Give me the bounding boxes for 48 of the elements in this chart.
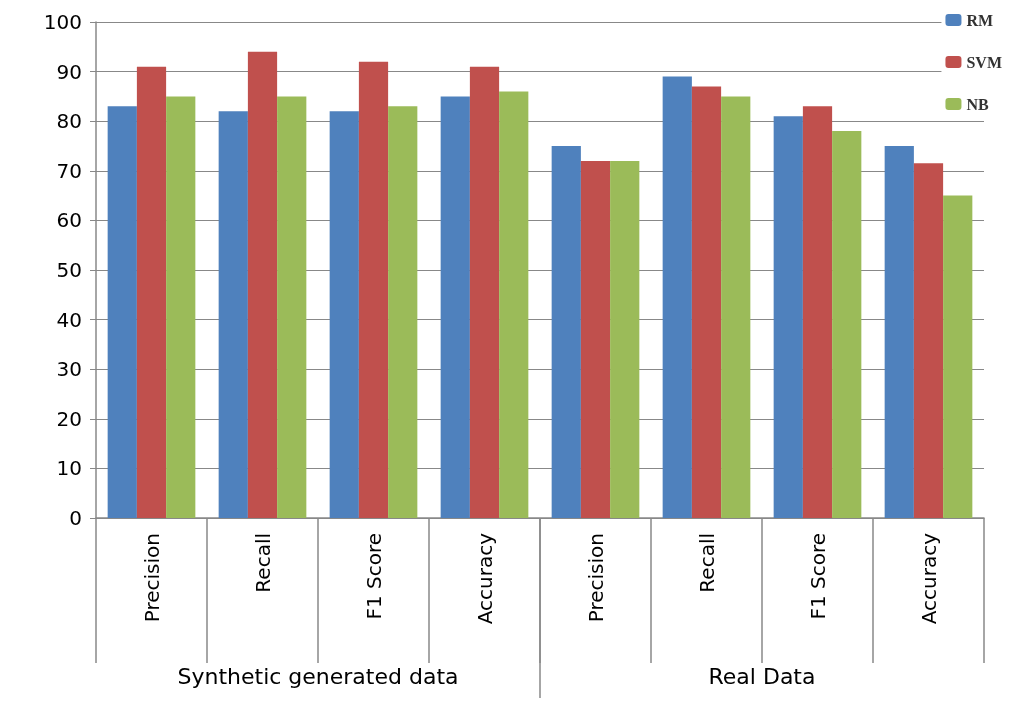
x-tick-label: Accuracy	[916, 532, 941, 625]
y-tick-label: 60	[56, 208, 82, 233]
x-tick-label: Recall	[694, 533, 719, 593]
bar	[832, 131, 862, 518]
legend-label: RM	[966, 11, 994, 29]
bar	[440, 96, 470, 518]
bar	[551, 146, 581, 518]
y-tick-label: 50	[56, 258, 82, 282]
bar	[469, 66, 500, 518]
bar	[136, 66, 167, 518]
bar	[218, 111, 248, 518]
bar	[802, 106, 833, 518]
bar	[580, 160, 611, 518]
y-tick-label: 0	[69, 506, 82, 530]
bar	[913, 163, 944, 518]
bar	[884, 146, 914, 518]
y-tick-label: 90	[56, 59, 82, 84]
x-tick-label: F1 Score	[361, 533, 386, 620]
text: Synthetic generated data	[177, 663, 459, 689]
legend-label: SVM	[966, 53, 1003, 71]
bar	[721, 96, 751, 518]
bar	[358, 61, 389, 518]
legend-label: NB	[966, 95, 989, 113]
bar	[166, 96, 196, 518]
x-tick-label: Accuracy	[472, 532, 497, 625]
y-tick-label: 30	[56, 357, 82, 382]
bar	[610, 160, 640, 518]
x-tick-label: Precision	[583, 533, 608, 623]
y-tick-label: 20	[56, 406, 82, 431]
y-tick-label: 10	[56, 456, 82, 481]
bar	[247, 51, 278, 518]
bar	[107, 106, 137, 518]
bar	[388, 106, 418, 518]
y-tick-label: 80	[56, 109, 82, 134]
bar	[943, 195, 973, 518]
x-tick-label: Recall	[250, 533, 275, 593]
text: Real Data	[708, 663, 816, 689]
y-tick-label: 100	[43, 10, 82, 34]
x-tick-label: F1 Score	[805, 533, 830, 620]
bar	[662, 76, 692, 518]
bar	[773, 116, 803, 518]
bar	[499, 91, 529, 518]
y-tick-label: 40	[56, 307, 82, 332]
bar	[329, 111, 359, 518]
bar	[691, 86, 722, 518]
y-tick-label: 70	[56, 158, 82, 183]
bar	[277, 96, 307, 518]
x-tick-label: Precision	[139, 533, 164, 623]
